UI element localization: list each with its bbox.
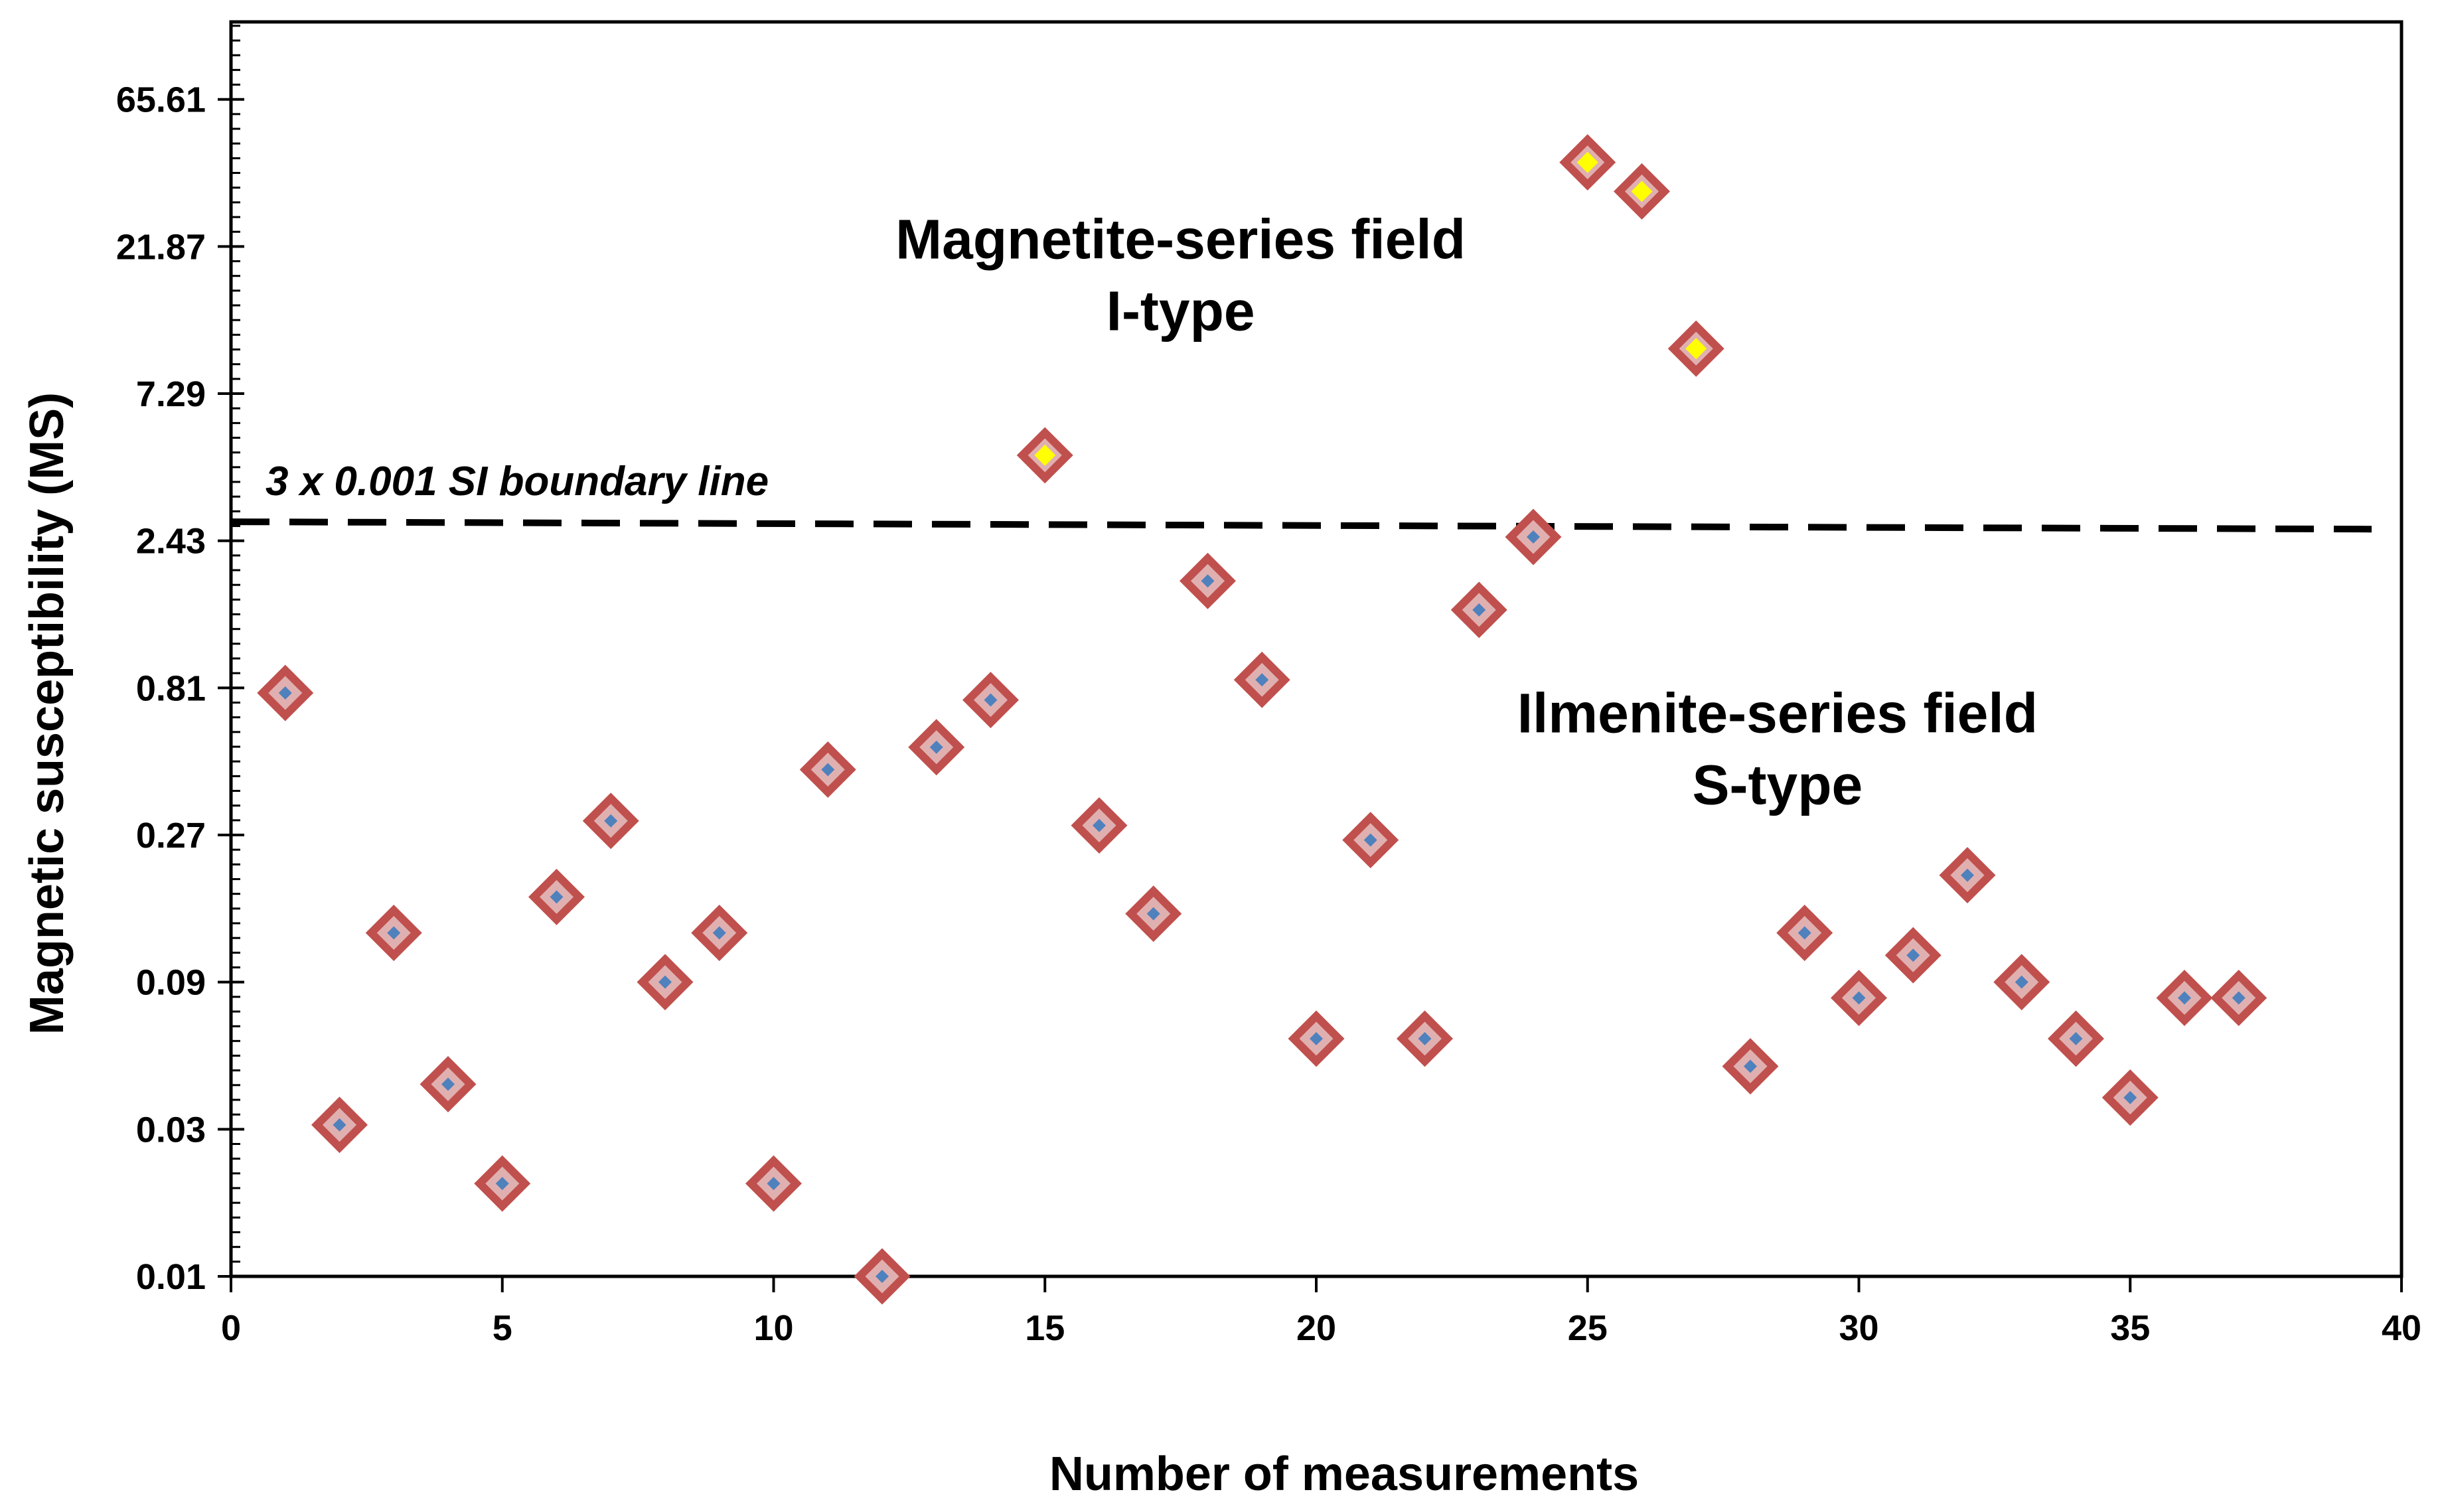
magnetite-point-core [1631,181,1653,202]
ilmenite-point-core [333,1118,346,1132]
ilmenite-point-core [1146,907,1160,921]
ilmenite-point-core [1527,530,1540,544]
ilmenite-point-core [767,1177,781,1191]
boundary-line-group: 3 x 0.001 SI boundary line [230,459,2372,533]
y-tick-label: 0.01 [136,1257,206,1297]
x-tick-label: 15 [1025,1308,1065,1348]
x-tick-label: 25 [1568,1308,1608,1348]
x-tick-label: 10 [753,1308,793,1348]
x-axis-ticks: 0 5 10 15 20 25 30 35 40 [221,1276,2421,1348]
ilmenite-point-core [821,763,835,777]
ilmenite-point-core [1961,868,1974,882]
field-annotation: S-type [1693,754,1863,816]
ilmenite-point-core [1744,1059,1757,1073]
ilmenite-point-core [1363,833,1377,847]
ilmenite-point-core [1310,1031,1323,1045]
field-annotation: I-type [1106,279,1255,342]
magnetite-point-core [1576,151,1598,173]
ilmenite-point-core [604,814,618,828]
ilmenite-point-core [1797,926,1811,940]
boundary-line [230,518,2372,533]
ilmenite-point-core [1472,603,1486,617]
y-tick-label: 65.61 [116,80,206,120]
x-tick-label: 30 [1839,1308,1878,1348]
y-tick-label: 2.43 [136,522,206,562]
ilmenite-point-core [2178,991,2191,1005]
ilmenite-point-core [929,740,943,754]
y-axis-ticks: 0.01 0.03 0.09 0.27 0.81 2.43 7.29 21.87 65.61 [116,80,244,1297]
ilmenite-point-core [712,926,726,940]
y-tick-label: 0.81 [136,668,206,708]
y-tick-label: 0.27 [136,816,206,856]
ilmenite-point-core [1418,1031,1432,1045]
field-annotation: Ilmenite-series field [1517,682,2038,745]
field-annotation: Magnetite-series field [895,208,1466,270]
x-tick-label: 0 [221,1308,241,1348]
ilmenite-point-core [2232,991,2246,1005]
ilmenite-point-core [1852,991,1866,1005]
x-tick-label: 5 [493,1308,512,1348]
magnetite-point-core [1034,444,1056,466]
ilmenite-point-core [658,975,672,989]
ilmenite-point-core [387,926,401,940]
ilmenite-point-core [984,693,998,707]
y-tick-label: 0.03 [136,1110,206,1150]
y-minor-ticks [231,25,240,1263]
x-axis-title: Number of measurements [1049,1448,1639,1501]
x-tick-label: 40 [2382,1308,2421,1348]
ilmenite-point-core [495,1177,509,1191]
ilmenite-point-core [1255,673,1269,687]
magnetite-point-core [1685,338,1707,360]
ilmenite-point-core [441,1077,455,1091]
ilmenite-point-core [2015,975,2028,989]
ilmenite-point-core [1201,574,1215,588]
ilmenite-point-core [2069,1031,2083,1045]
ilmenite-point-core [278,686,292,700]
ilmenite-point-core [876,1270,889,1283]
ilmenite-point-core [550,890,564,904]
x-tick-label: 20 [1296,1308,1336,1348]
y-axis-title: Magnetic susceptibility (MS) [21,392,74,1035]
annotations: Magnetite-series field I-type Ilmenite-ser… [895,208,2038,816]
ilmenite-point-core [2123,1091,2137,1104]
ilmenite-point-core [1093,818,1106,832]
ilmenite-point-core [1906,948,1920,962]
y-tick-label: 21.87 [116,227,206,267]
data-points [257,134,2267,1305]
y-tick-label: 7.29 [136,374,206,414]
y-tick-label: 0.09 [136,963,206,1003]
boundary-label: 3 x 0.001 SI boundary line [266,459,769,504]
x-tick-label: 35 [2110,1308,2150,1348]
